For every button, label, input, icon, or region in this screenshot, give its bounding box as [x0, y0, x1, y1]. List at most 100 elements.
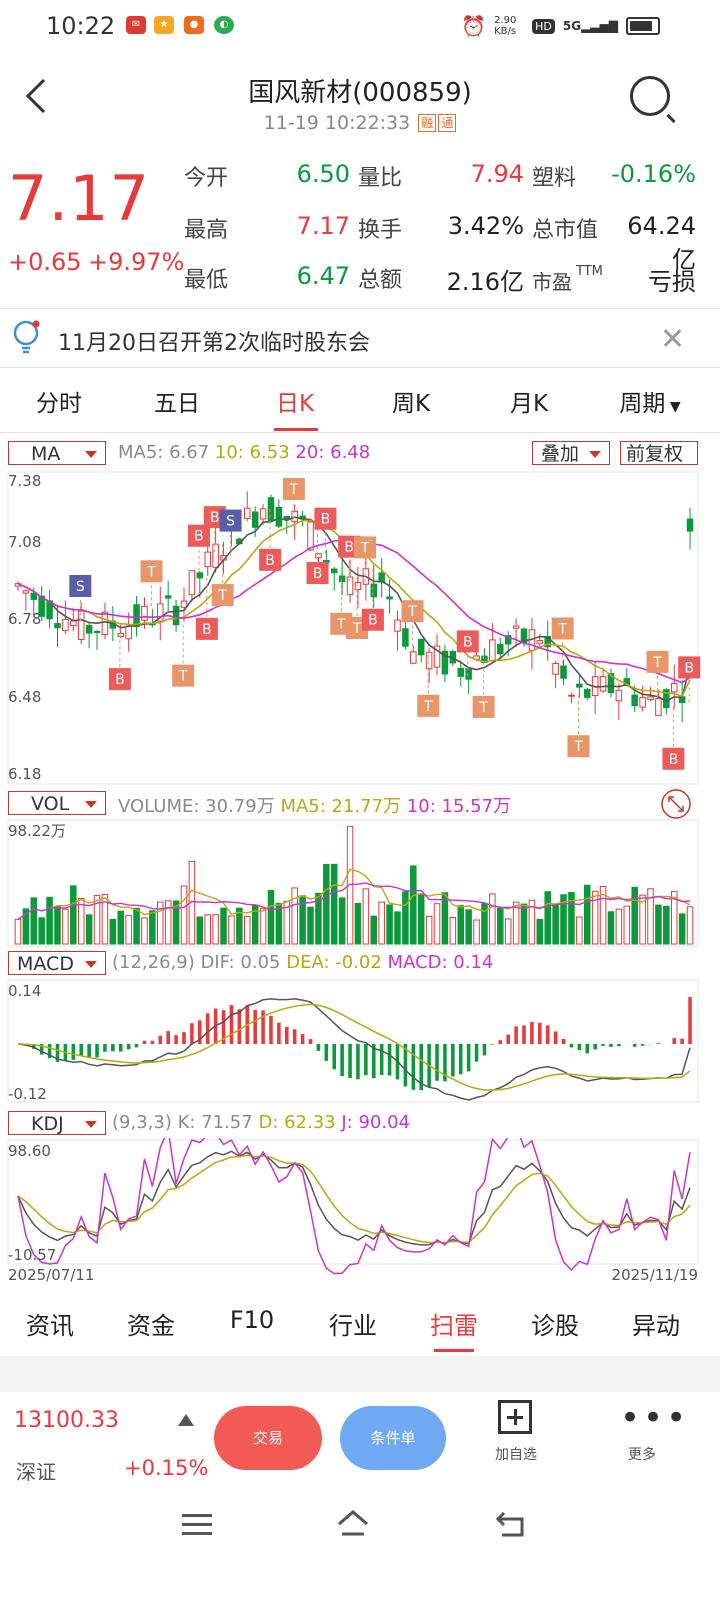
search-button[interactable] [630, 76, 670, 116]
volume-bar [54, 906, 61, 945]
more-icon[interactable]: ••• [620, 1398, 690, 1438]
trade-button[interactable]: 交易 [214, 1406, 322, 1470]
macd-chart[interactable]: 0.14 -0.12 [0, 978, 720, 1104]
tab-daily-k[interactable]: 日K [275, 391, 315, 417]
ma-indicator-select[interactable]: MA [8, 441, 106, 465]
trade-marker-b [195, 617, 218, 640]
content-area-placeholder [0, 1356, 720, 1392]
candle-body [77, 610, 85, 640]
trade-marker-b [259, 548, 282, 571]
index-name: 深证 [16, 1460, 56, 1484]
tab-weekly-k[interactable]: 周K [391, 391, 431, 417]
status-indicators: ⏰ 2.90 KB/s HD 5G▂▃▅▇ [461, 14, 660, 38]
y-tick-label: -0.12 [8, 1085, 47, 1103]
volume-bar [583, 884, 591, 945]
status-bar: 10:22 ✉ ★ ● ◐ ⏰ 2.90 KB/s HD 5G▂▃▅▇ [0, 0, 720, 56]
caret-down-icon [85, 961, 97, 968]
volume-bar [307, 906, 314, 945]
volume-bar [473, 919, 480, 945]
stock-subtitle: 11-19 10:22:33 融通 [0, 112, 720, 134]
macd-indicator-select[interactable]: MACD [8, 951, 106, 975]
volume-value: VOLUME: 30.79万 [118, 796, 275, 817]
candle-body [204, 551, 211, 568]
volume-bar [465, 909, 472, 945]
quote-label-pe: 市盈 TTM [532, 264, 603, 295]
volume-bar [236, 907, 243, 945]
trade-marker-b [361, 608, 384, 631]
nav-back-icon[interactable] [494, 1510, 528, 1538]
candle-body [196, 572, 204, 579]
candle-body [267, 497, 275, 521]
trade-marker-label: T [146, 564, 156, 580]
volume-bar [394, 911, 401, 945]
volume-bar [125, 915, 132, 945]
adjust-button[interactable]: 前复权 [620, 441, 698, 465]
overlay-select[interactable]: 叠加 [532, 441, 610, 465]
volume-bar [101, 894, 109, 945]
dea-line [17, 1003, 691, 1091]
tab-risk-scan[interactable]: 扫雷 [430, 1312, 478, 1340]
candle-body [125, 625, 132, 640]
nav-home-icon[interactable] [336, 1508, 370, 1538]
nav-menu-icon[interactable] [182, 1514, 212, 1536]
signal-icon: 5G▂▃▅▇ [562, 19, 618, 33]
macd-values: (12,26,9) DIF: 0.05 DEA: -0.02 MACD: 0.1… [112, 952, 493, 973]
trade-marker-label: B [210, 510, 220, 526]
trade-marker-t [401, 600, 424, 623]
tab-period-dropdown[interactable]: 周期 ▼ [590, 384, 710, 418]
trade-marker-t [551, 617, 574, 640]
volume-bar [85, 914, 93, 945]
tab-news[interactable]: 资讯 [26, 1312, 74, 1340]
tab-industry[interactable]: 行业 [329, 1312, 377, 1340]
volume-chart[interactable]: 98.22万 [0, 818, 720, 948]
index-change: +0.15% [124, 1456, 209, 1480]
quote-label-sector[interactable]: 塑料 [532, 166, 577, 191]
notice-text[interactable]: 11月20日召开第2次临时股东会 [58, 331, 370, 356]
volume-bar [228, 915, 235, 945]
trade-marker-s [69, 574, 92, 597]
tab-period-label: 周期 [619, 391, 666, 417]
k-line [17, 1150, 691, 1246]
more-label[interactable]: 更多 [628, 1447, 656, 1463]
hd-badge: HD [532, 18, 555, 34]
kdj-frame [7, 1139, 699, 1265]
candle-body [386, 596, 393, 600]
volume-bar [576, 916, 583, 945]
add-watchlist-label[interactable]: 加自选 [495, 1447, 537, 1463]
quote-label-turnover: 换手 [358, 218, 403, 243]
y-tick-label: 98.22万 [8, 822, 66, 840]
trade-marker-t [211, 584, 234, 607]
volume-bar [180, 885, 188, 945]
candle-body [655, 698, 662, 717]
quote-label-high: 最高 [184, 218, 229, 243]
kdj-indicator-select[interactable]: KDJ [8, 1111, 106, 1135]
candle-body [117, 632, 125, 638]
expand-icon[interactable] [660, 788, 692, 820]
index-value[interactable]: 13100.33 [14, 1408, 119, 1433]
add-watchlist-icon[interactable] [498, 1400, 532, 1434]
expand-up-icon[interactable] [178, 1414, 194, 1426]
trade-marker-t [354, 536, 376, 559]
candle-body [670, 683, 678, 693]
close-icon[interactable]: ✕ [660, 322, 686, 357]
tab-monthly-k[interactable]: 月K [509, 391, 549, 417]
vol-values: VOLUME: 30.79万 MA5: 21.77万 10: 15.57万 [118, 792, 511, 818]
tab-intraday[interactable]: 分时 [36, 391, 82, 417]
volume-bar [46, 896, 53, 945]
back-button[interactable] [22, 74, 62, 122]
volume-bar [552, 904, 559, 945]
vol-indicator-select[interactable]: VOL [8, 791, 106, 815]
kdj-chart[interactable]: 98.60 -10.57 2025/07/11 2025/11/19 [0, 1138, 720, 1286]
tab-five-day[interactable]: 五日 [154, 391, 200, 417]
vol-ma10-line [17, 882, 691, 920]
tab-f10[interactable]: F10 [229, 1306, 275, 1334]
tab-anomaly[interactable]: 异动 [632, 1312, 680, 1340]
candle-body [164, 595, 172, 599]
divider [0, 367, 720, 368]
price-change-percent: +9.97% [88, 248, 185, 276]
condition-order-button[interactable]: 条件单 [340, 1406, 446, 1470]
tab-diagnosis[interactable]: 诊股 [531, 1312, 579, 1340]
quote-value-amount: 2.16亿 [446, 268, 524, 296]
tab-funds[interactable]: 资金 [127, 1312, 175, 1340]
